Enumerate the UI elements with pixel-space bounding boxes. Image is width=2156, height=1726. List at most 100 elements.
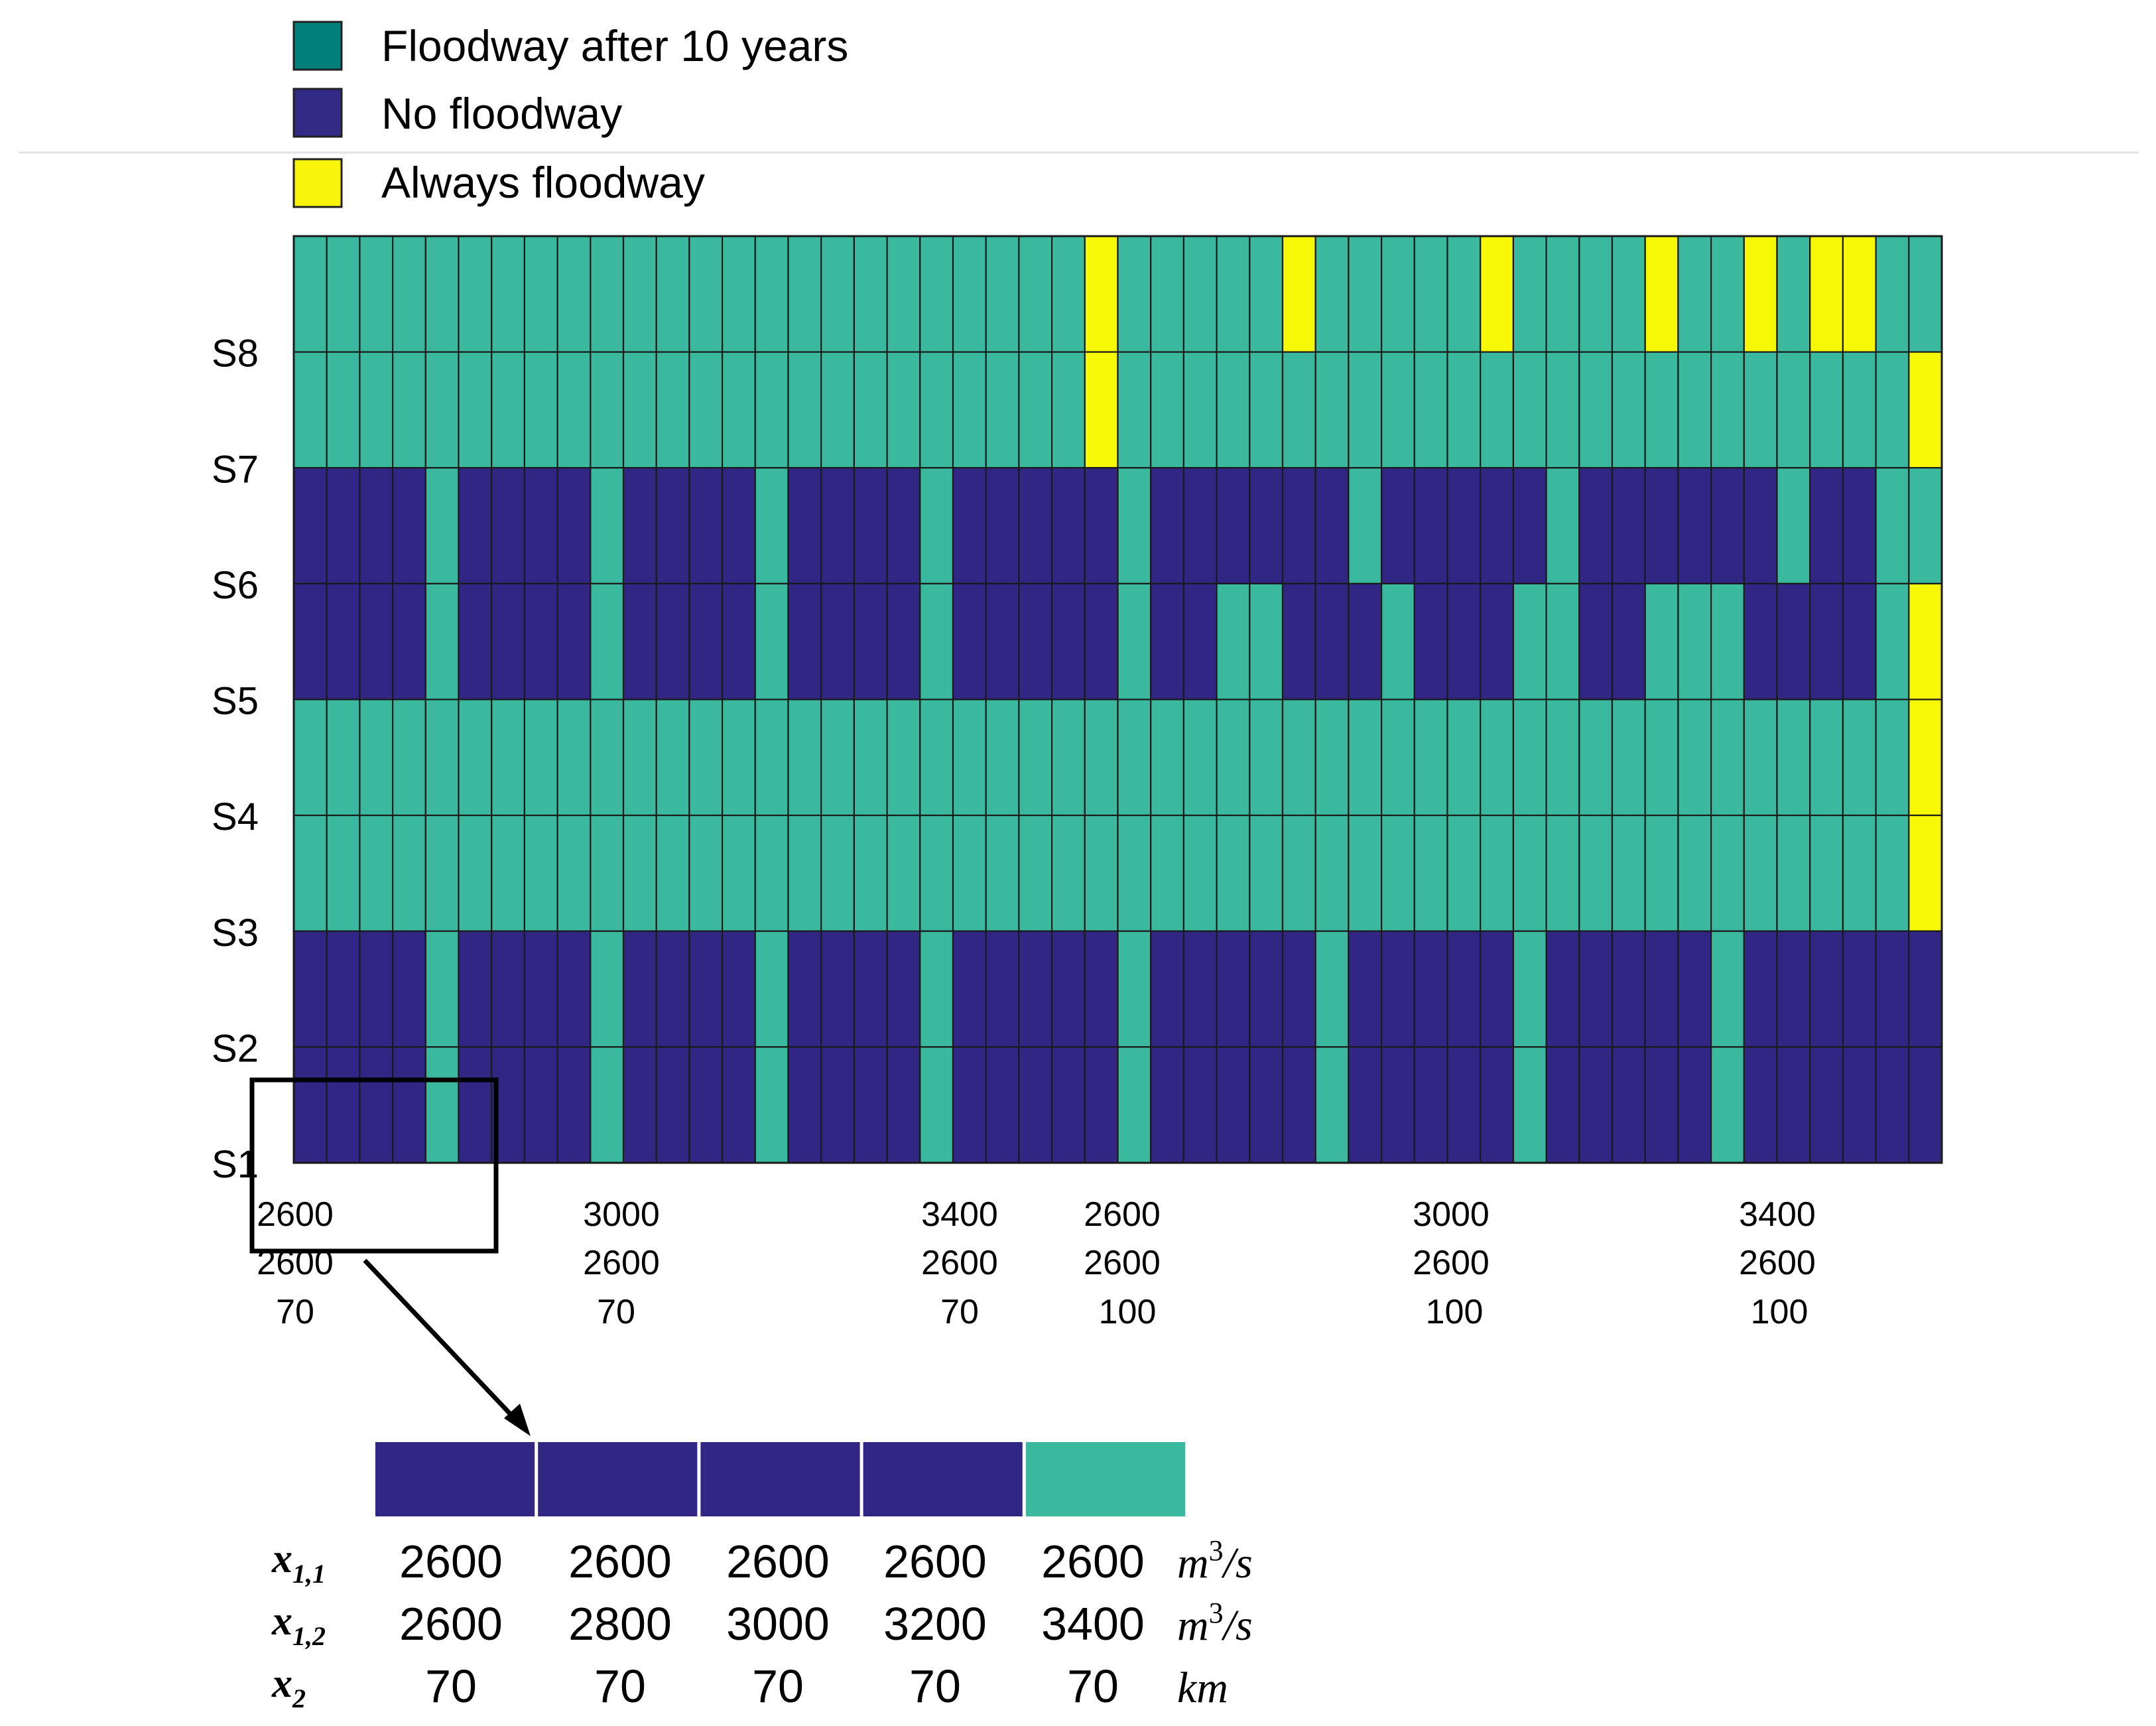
heatmap-cell [1249,235,1284,353]
heatmap-cell [1150,582,1184,700]
heatmap-cell [787,930,822,1048]
heatmap-cell [292,351,328,469]
heatmap-cell [1117,467,1152,584]
heatmap-grid [292,235,1943,1164]
heatmap-cell [1875,815,1910,932]
heatmap-cell [622,467,657,584]
heatmap-cell [1743,582,1778,700]
heatmap-cell [1743,351,1778,469]
heatmap-cell [1578,582,1614,700]
inset-row-label: x1,1 [271,1536,326,1589]
heatmap-cell [523,930,558,1048]
inset-value: 70 [594,1660,646,1712]
heatmap-cell [853,1046,888,1164]
x-tick-label: 3000 [583,1195,660,1234]
heatmap-cell [424,582,460,700]
heatmap-cell [1611,351,1646,469]
x-tick-label: 2600 [1413,1244,1490,1282]
heatmap-cell [1281,351,1316,469]
heatmap-cell [391,1046,426,1164]
heatmap-cell [326,1046,361,1164]
legend-swatch-teal [292,21,343,71]
heatmap-cell [1875,582,1910,700]
heatmap-cell [590,582,625,700]
heatmap-cell [391,698,426,817]
heatmap-cell [787,582,822,700]
heatmap-cell [754,930,789,1048]
heatmap-cell [952,351,987,469]
x-tick-label: 3400 [1739,1195,1816,1234]
x-tick-label: 2600 [1084,1195,1161,1234]
heatmap-cell [424,351,460,469]
heatmap-cell [1677,351,1712,469]
heatmap-cell [556,1046,592,1164]
heatmap-cell [1182,930,1218,1048]
heatmap-cell [655,1046,690,1164]
heatmap-cell [1908,930,1943,1048]
heatmap-cell [655,467,690,584]
heatmap-cell [523,235,558,353]
heatmap-cell [853,582,888,700]
heatmap-cell [1249,698,1284,817]
heatmap-cell [590,815,625,932]
heatmap-cell [721,582,756,700]
heatmap-cell [886,930,921,1048]
heatmap-cell [1842,1046,1877,1164]
heatmap-cell [622,351,657,469]
heatmap-cell [1413,467,1448,584]
legend: Floodway after 10 years No floodway Alwa… [292,21,848,208]
heatmap-cell [688,930,724,1048]
heatmap-cell [1480,467,1514,584]
heatmap-cell [853,467,888,584]
heatmap-cell [787,351,822,469]
legend-label-no-floodway: No floodway [381,89,622,138]
heatmap-cell [1743,235,1778,353]
heatmap-cell [820,930,855,1048]
heatmap-cell [820,815,855,932]
heatmap-cell [1512,930,1547,1048]
heatmap-cell [326,698,361,817]
heatmap-cell [886,815,921,932]
heatmap-cell [1084,467,1119,584]
heatmap-cell [754,815,789,932]
heatmap-cell [1446,351,1482,469]
x-tick-label: 100 [1426,1293,1484,1331]
heatmap-cell [1381,467,1415,584]
heatmap-cell [622,1046,657,1164]
heatmap-cell [359,582,394,700]
heatmap-cell [1710,930,1745,1048]
heatmap-cell [1710,582,1745,700]
heatmap-cell [1611,1046,1646,1164]
heatmap-cell [1050,698,1086,817]
heatmap-cell [523,582,558,700]
heatmap-cell [1018,235,1053,353]
heatmap-cell [1776,698,1811,817]
heatmap-cell [491,582,526,700]
heatmap-cell [1314,582,1350,700]
heatmap-cell [1743,467,1778,584]
inset-value: 2600 [883,1536,987,1587]
heatmap-cell [292,582,328,700]
heatmap-cell [787,235,822,353]
inset-value: 3200 [883,1598,987,1650]
y-tick-label-s6: S6 [212,564,259,607]
heatmap-cell [1182,235,1218,353]
heatmap-cell [491,467,526,584]
heatmap-cell [1050,235,1086,353]
heatmap-cell [985,815,1020,932]
heatmap-cell [820,1046,855,1164]
heatmap-cell [1381,235,1415,353]
heatmap-cell [1545,1046,1580,1164]
heatmap-cell [424,235,460,353]
heatmap-cell [1216,582,1251,700]
heatmap-cell [820,467,855,584]
heatmap-cell [1117,235,1152,353]
heatmap-cell [952,930,987,1048]
heatmap-cell [556,930,592,1048]
heatmap-cell [985,698,1020,817]
heatmap-cell [391,930,426,1048]
inset-cell [375,1442,535,1516]
legend-label-always-floodway: Always floodway [381,158,705,207]
heatmap-cell [853,698,888,817]
